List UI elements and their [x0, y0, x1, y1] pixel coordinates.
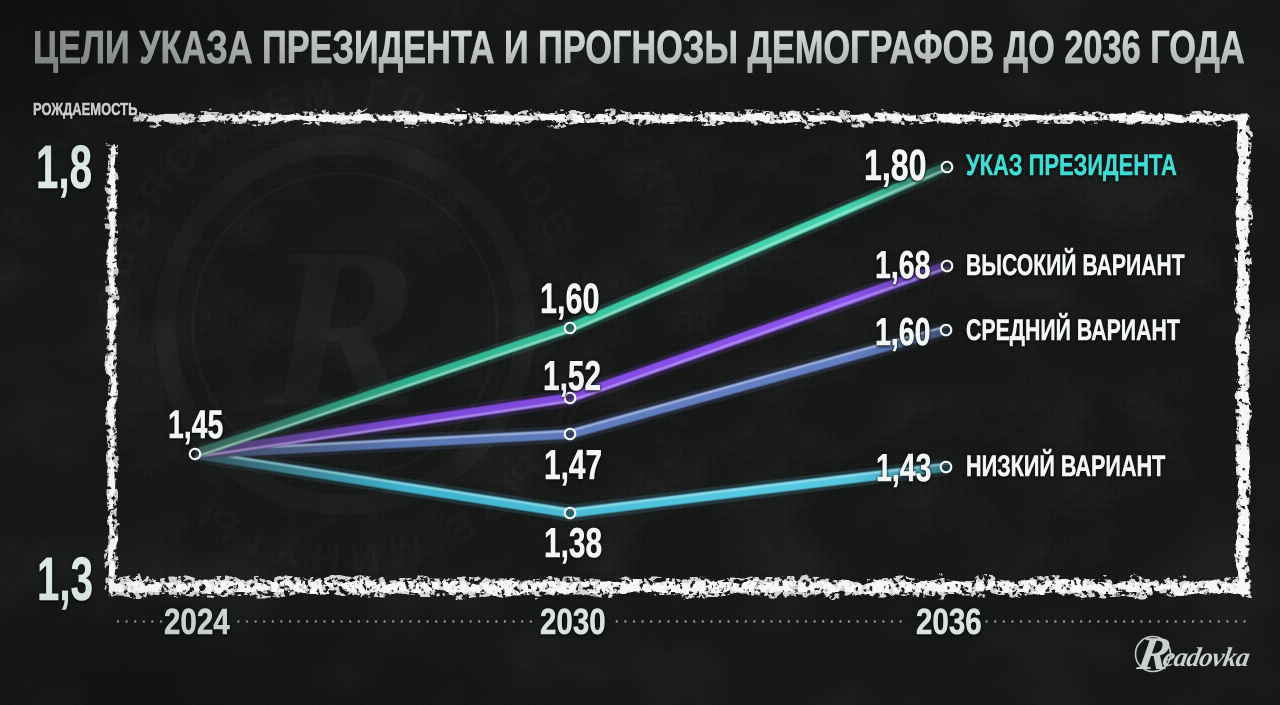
svg-text:eadovka: eadovka	[1161, 642, 1252, 672]
